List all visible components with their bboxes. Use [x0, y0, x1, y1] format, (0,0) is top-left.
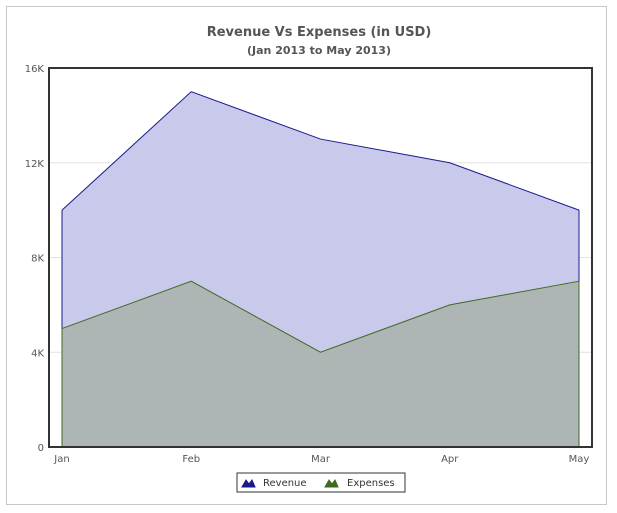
y-tick-label: 0 — [38, 443, 44, 454]
line-revenue — [61, 91, 580, 211]
data-point-revenue[interactable] — [319, 138, 322, 141]
legend-label-revenue: Revenue — [263, 478, 307, 489]
line-expenses — [61, 280, 580, 353]
legend-label-expenses: Expenses — [347, 478, 395, 489]
data-point-expenses[interactable] — [448, 303, 451, 306]
y-axis-ticks: 0 4K 8K 12K 16K — [25, 64, 45, 454]
data-point-revenue[interactable] — [61, 209, 64, 212]
data-point-revenue[interactable] — [448, 161, 451, 164]
x-tick-label: Jan — [53, 454, 69, 465]
y-tick-label: 12K — [25, 159, 45, 170]
x-tick-label: Feb — [182, 454, 200, 465]
data-point-revenue[interactable] — [190, 90, 193, 93]
plot-area-border — [48, 67, 593, 448]
chart-subtitle: (Jan 2013 to May 2013) — [247, 44, 391, 57]
chart-title: Revenue Vs Expenses (in USD) — [207, 25, 432, 40]
y-tick-label: 4K — [31, 348, 44, 359]
area-expenses — [62, 281, 579, 447]
y-tick-label: 8K — [31, 254, 44, 265]
data-point-expenses[interactable] — [61, 327, 64, 330]
data-point-expenses[interactable] — [578, 280, 581, 283]
x-axis-ticks: Jan Feb Mar Apr May — [53, 454, 589, 465]
legend-item-revenue[interactable]: Revenue — [241, 478, 307, 489]
x-tick-label: Apr — [441, 454, 459, 465]
legend-box — [236, 472, 406, 493]
x-tick-label: Mar — [311, 454, 331, 465]
y-tick-label: 16K — [25, 64, 45, 75]
legend-item-expenses[interactable]: Expenses — [324, 478, 395, 489]
data-point-revenue[interactable] — [578, 209, 581, 212]
series-areas — [61, 90, 581, 447]
legend: Revenue Expenses — [236, 472, 406, 493]
data-point-expenses[interactable] — [319, 351, 322, 354]
data-point-expenses[interactable] — [190, 280, 193, 283]
x-tick-label: May — [569, 454, 590, 465]
expenses-legend-icon — [324, 479, 339, 488]
revenue-legend-icon — [241, 479, 256, 488]
